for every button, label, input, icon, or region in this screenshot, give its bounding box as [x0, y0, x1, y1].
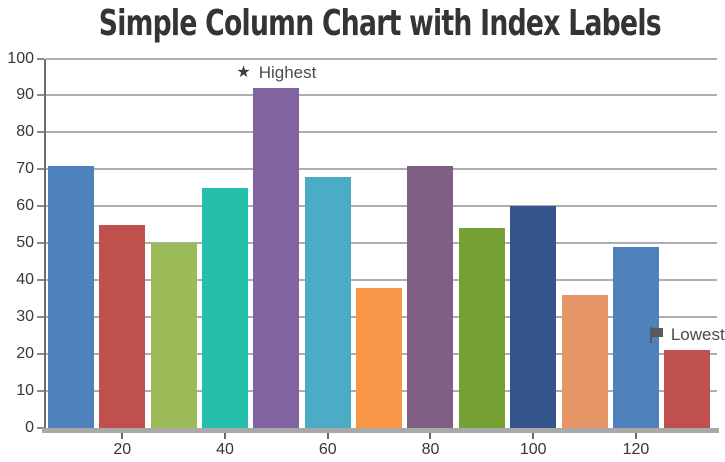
y-axis-tick	[36, 94, 44, 97]
y-axis-tick	[36, 353, 44, 356]
y-axis-tick	[36, 242, 44, 245]
annotation-label: Lowest	[670, 325, 725, 345]
bar-x30[interactable]	[150, 243, 197, 428]
y-axis-tick	[36, 57, 44, 60]
annotation-lowest: Lowest	[649, 325, 725, 345]
y-axis-tick-label: 40	[16, 271, 34, 289]
bar-x100[interactable]	[510, 206, 557, 428]
x-axis-tick	[532, 433, 535, 439]
x-axis-tick-label: 20	[113, 441, 132, 458]
y-axis-tick-label: 60	[16, 197, 34, 215]
x-axis-tick-label: 80	[421, 441, 440, 458]
x-axis-tick	[326, 433, 329, 439]
y-axis-tick	[36, 316, 44, 319]
x-axis-tick-label: 100	[519, 441, 547, 458]
y-axis-tick	[36, 131, 44, 134]
bar-x70[interactable]	[356, 287, 403, 428]
y-axis-tick-label: 50	[16, 234, 34, 252]
chart-title-text: Simple Column Chart with Index Labels	[98, 3, 662, 44]
gridline	[45, 57, 717, 60]
x-axis-tick-label: 120	[622, 441, 650, 458]
bar-x10[interactable]	[47, 165, 94, 428]
y-axis-tick	[36, 168, 44, 171]
gridline	[45, 205, 717, 208]
gridline	[45, 279, 717, 282]
y-axis-tick-label: 20	[16, 345, 34, 363]
y-axis-tick	[36, 205, 44, 208]
chart-title: Simple Column Chart with Index Labels	[0, 2, 725, 48]
y-axis-tick-label: 80	[16, 123, 34, 141]
bar-x80[interactable]	[407, 165, 454, 428]
annotation-highest: ★ Highest	[236, 63, 316, 82]
bar-x110[interactable]	[561, 294, 608, 428]
bar-x50[interactable]	[253, 88, 300, 428]
bar-x60[interactable]	[304, 176, 351, 428]
gridline	[45, 131, 717, 134]
x-axis-line	[42, 428, 719, 433]
gridline	[45, 94, 717, 97]
x-axis-tick	[634, 433, 637, 439]
star-icon: ★	[236, 64, 251, 82]
y-axis-tick	[36, 279, 44, 282]
y-axis-tick-label: 30	[16, 308, 34, 326]
y-axis-tick-label: 100	[7, 49, 34, 67]
bar-x90[interactable]	[458, 228, 505, 428]
y-axis-tick-label: 10	[16, 382, 34, 400]
gridline	[45, 242, 717, 245]
y-axis-tick-label: 90	[16, 86, 34, 104]
annotation-label: Highest	[258, 63, 317, 83]
x-axis-tick-label: 40	[216, 441, 234, 458]
x-axis-tick-label: 60	[318, 441, 337, 458]
gridline	[45, 168, 717, 171]
y-axis-tick	[36, 390, 44, 393]
x-axis-tick	[121, 433, 124, 439]
bar-x20[interactable]	[99, 224, 146, 428]
flag-icon	[649, 326, 663, 343]
y-axis-line	[43, 58, 46, 432]
y-axis-tick-label: 70	[16, 160, 34, 178]
bar-x40[interactable]	[202, 187, 248, 428]
y-axis-tick	[36, 427, 44, 429]
x-axis-tick	[429, 433, 432, 439]
bar-x130[interactable]	[664, 350, 711, 428]
y-axis-tick-label: 0	[25, 419, 34, 436]
x-axis-tick	[224, 433, 226, 439]
